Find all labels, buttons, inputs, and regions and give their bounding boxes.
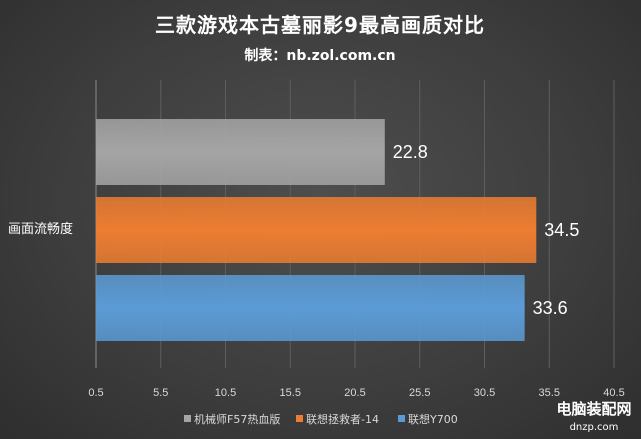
legend-swatch (184, 415, 191, 422)
watermark-text: 电脑装配网 (556, 400, 631, 418)
legend: 机械师F57热血版 联想拯救者-14 联想Y700 (184, 412, 458, 426)
category-label: 画面流畅度 (8, 221, 73, 237)
legend-item: 机械师F57热血版 (184, 412, 280, 426)
watermark: 电脑装配网 dnzp.com (556, 400, 631, 433)
x-tick-label: 20.5 (344, 387, 365, 399)
chart-title: 三款游戏本古墓丽影9最高画质对比 (155, 13, 485, 37)
bar-value-label: 22.8 (393, 142, 428, 162)
legend-label: 机械师F57热血版 (194, 412, 280, 426)
x-tick-label: 40.5 (603, 387, 624, 399)
bar (96, 275, 525, 341)
x-tick-label: 5.5 (153, 387, 168, 399)
x-tick-label: 15.5 (280, 387, 301, 399)
legend-swatch (398, 415, 405, 422)
bar (96, 119, 385, 185)
chart-subtitle: 制表：nb.zol.com.cn (244, 47, 395, 64)
legend-item: 联想拯救者-14 (296, 412, 379, 426)
x-tick-label: 30.5 (474, 387, 495, 399)
watermark-subtext: dnzp.com (570, 422, 619, 433)
legend-item: 联想Y700 (398, 412, 458, 426)
legend-label: 联想拯救者-14 (306, 412, 379, 426)
x-tick-label: 35.5 (539, 387, 560, 399)
bar (96, 197, 537, 263)
bar-value-label: 33.6 (533, 298, 568, 318)
bar-value-label: 34.5 (544, 220, 579, 240)
x-tick-label: 10.5 (215, 387, 236, 399)
x-tick-label: 0.5 (88, 387, 103, 399)
legend-label: 联想Y700 (408, 412, 458, 426)
legend-swatch (296, 415, 303, 422)
x-axis-ticks: 0.5 5.5 10.5 15.5 20.5 25.5 30.5 35.5 40.5 (88, 387, 624, 399)
category-labels: 画面流畅度 (8, 221, 73, 237)
x-tick-label: 25.5 (409, 387, 430, 399)
bars: 22.8 34.5 33.6 (96, 119, 579, 341)
